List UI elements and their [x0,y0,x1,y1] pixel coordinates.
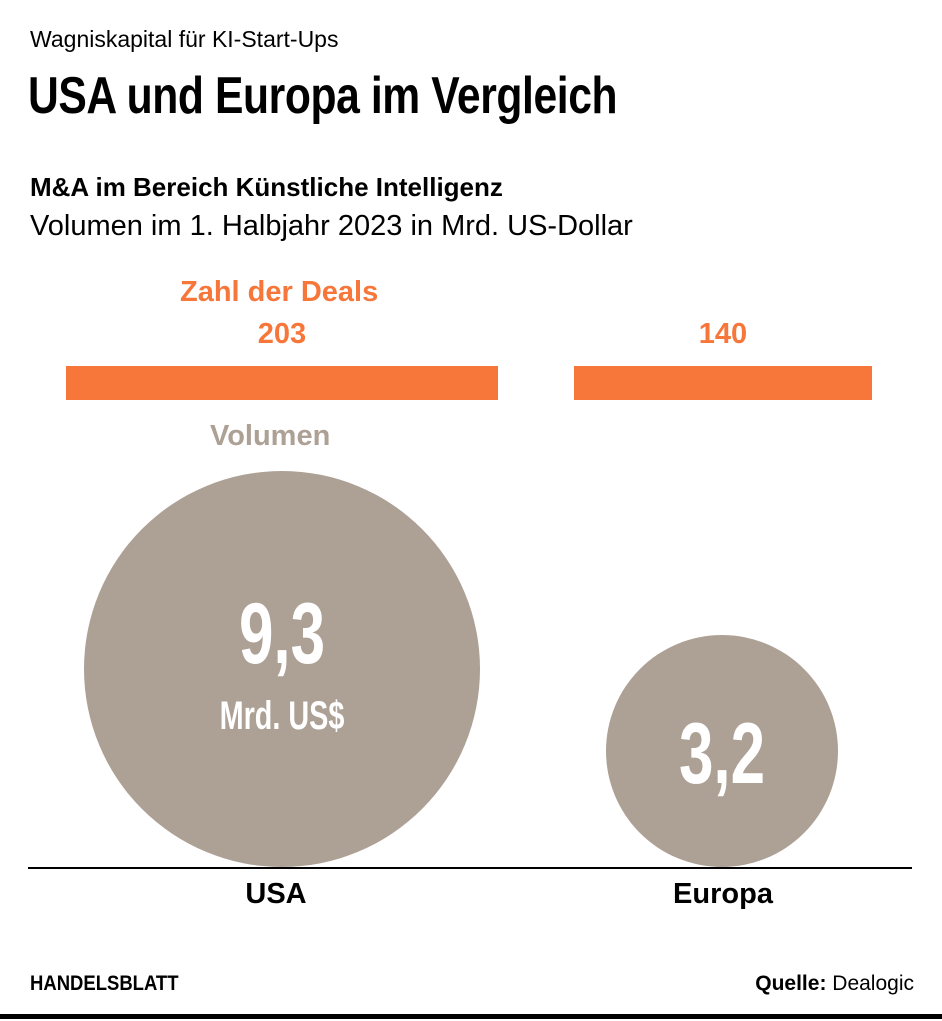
source-name: Dealogic [832,972,914,995]
volume-value-usa: 9,3 [238,586,326,682]
kicker: Wagniskapital für KI-Start-Ups [30,26,339,52]
deals-bar-usa [66,366,498,400]
deals-value-usa: 203 [257,318,307,350]
category-label-usa: USA [245,878,307,910]
source-note: Quelle: Dealogic [755,972,914,996]
deals-value-europa: 140 [698,318,748,350]
baseline [28,867,912,869]
volume-circle-europa [605,634,839,867]
volume-unit-usa: Mrd. US$ [219,694,345,738]
volume-series-label: Volumen [210,420,331,452]
category-label-europa: Europa [673,878,773,910]
chart-title: USA und Europa im Vergleich [28,67,618,125]
unit-label: Volumen im 1. Halbjahr 2023 in Mrd. US-D… [30,210,633,242]
chart-subtitle: M&A im Bereich Künstliche Intelligenz [30,172,503,202]
deals-series-label: Zahl der Deals [180,276,379,308]
deals-bar-europa [574,366,872,400]
source-label: Quelle: [755,972,827,995]
volume-value-europa: 3,2 [678,706,766,802]
volume-circle-usa [84,471,480,867]
bottom-rule [0,1014,942,1019]
brand-logo: HANDELSBLATT [30,972,179,995]
